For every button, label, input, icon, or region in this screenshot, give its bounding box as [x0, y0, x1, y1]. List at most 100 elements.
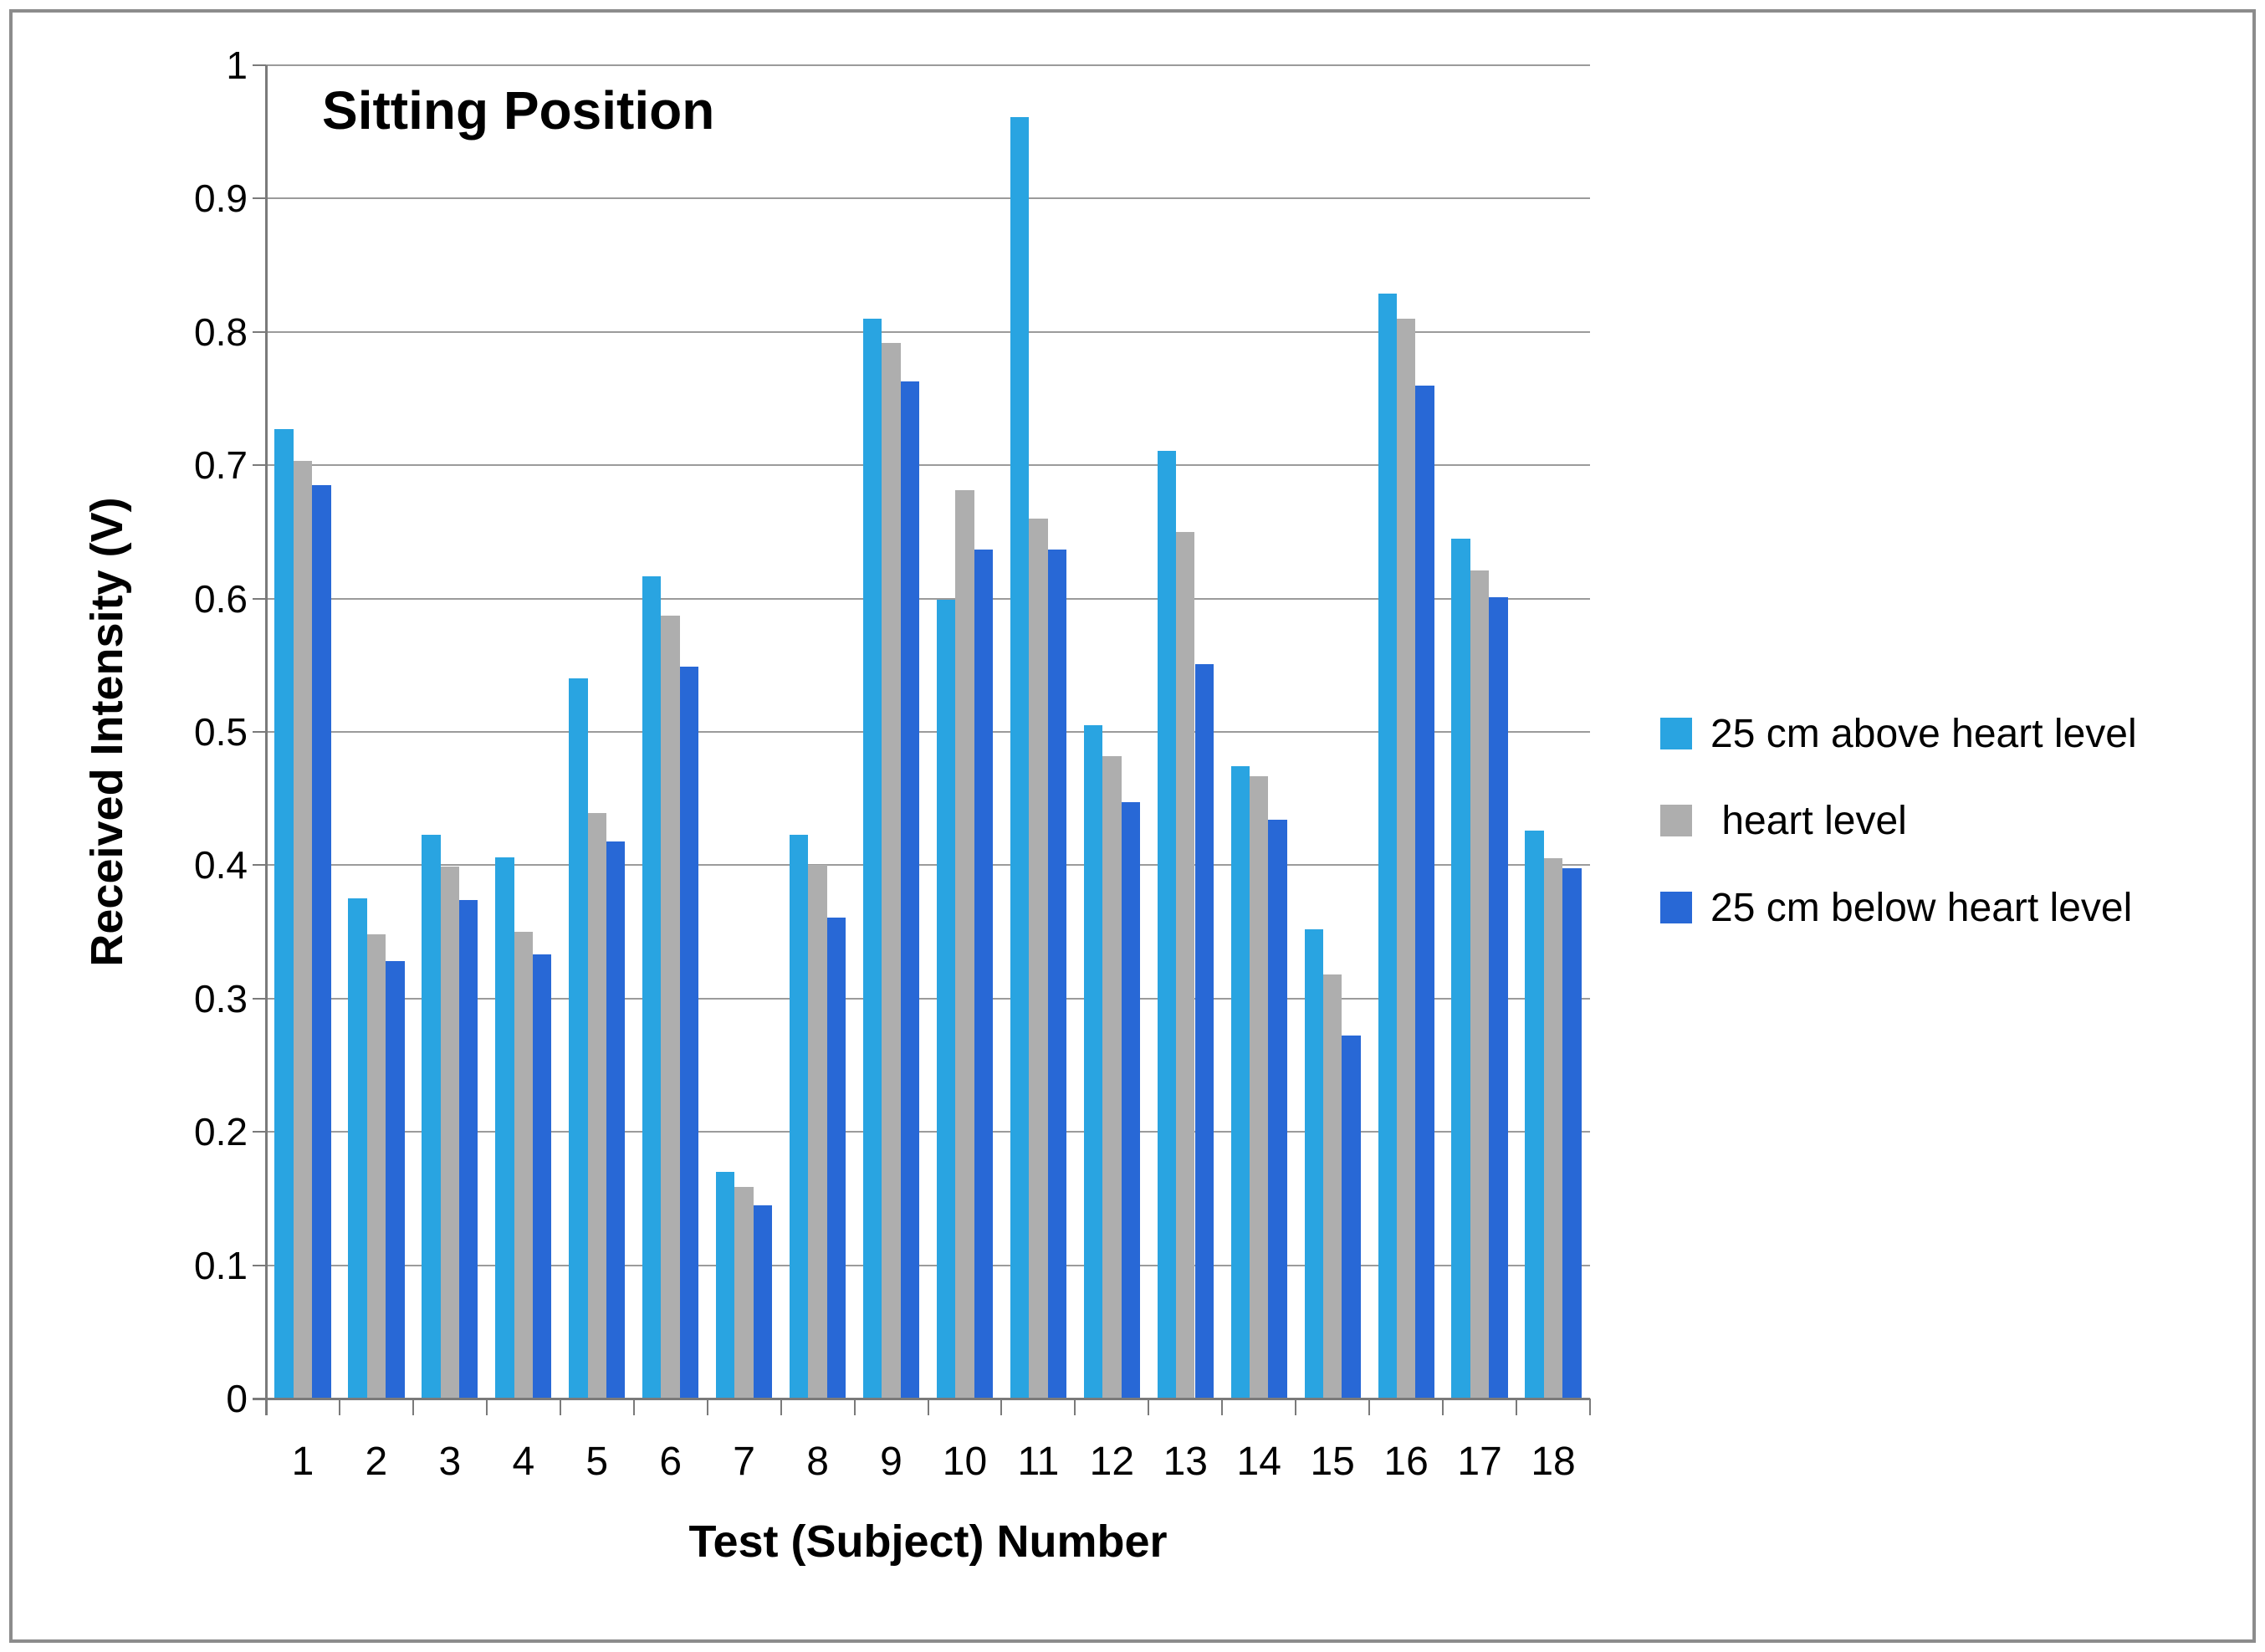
- bar-heart-12: [1102, 755, 1122, 1399]
- bar-heart-9: [882, 342, 901, 1399]
- y-axis-line: [265, 65, 268, 1415]
- y-axis-tick: [253, 330, 266, 333]
- bar-below-14: [1268, 820, 1287, 1399]
- bar-below-6: [679, 666, 699, 1399]
- y-axis-tick: [253, 64, 266, 66]
- bar-below-18: [1562, 867, 1582, 1399]
- y-tick-label: 0.7: [194, 443, 248, 488]
- x-tick-label: 13: [1163, 1440, 1208, 1484]
- bar-below-1: [312, 485, 331, 1399]
- gridline: [266, 1264, 1590, 1266]
- bar-heart-11: [1029, 518, 1048, 1399]
- x-axis-tick: [1295, 1399, 1297, 1415]
- bar-above-14: [1230, 766, 1250, 1399]
- y-axis-tick: [253, 464, 266, 467]
- x-axis-tick: [1221, 1399, 1224, 1415]
- x-tick-label: 12: [1089, 1440, 1135, 1484]
- bar-heart-13: [1176, 531, 1195, 1399]
- bar-below-7: [753, 1204, 773, 1399]
- y-axis-tick: [253, 731, 266, 733]
- bar-below-3: [459, 899, 478, 1399]
- bar-above-8: [789, 834, 809, 1399]
- bar-above-7: [716, 1172, 735, 1399]
- bar-above-12: [1083, 725, 1103, 1399]
- bar-heart-8: [808, 865, 827, 1399]
- gridline: [266, 64, 1590, 66]
- x-axis-tick: [1442, 1399, 1444, 1415]
- bar-heart-15: [1322, 974, 1342, 1399]
- bar-heart-16: [1396, 318, 1416, 1399]
- legend-swatch-above-heart: [1660, 718, 1692, 749]
- x-tick-label: 4: [512, 1440, 535, 1484]
- gridline: [266, 197, 1590, 200]
- y-tick-label: 0.5: [194, 710, 248, 754]
- bar-heart-10: [955, 490, 974, 1399]
- x-axis-tick: [1074, 1399, 1076, 1415]
- x-tick-label: 11: [1017, 1440, 1060, 1484]
- x-axis-tick: [780, 1399, 782, 1415]
- x-axis-tick: [927, 1399, 929, 1415]
- y-tick-label: 0.9: [194, 176, 248, 221]
- x-axis-line: [253, 1398, 1590, 1400]
- bar-heart-17: [1470, 570, 1490, 1399]
- bar-below-11: [1047, 549, 1066, 1399]
- y-axis-tick: [253, 597, 266, 600]
- x-tick-label: 14: [1236, 1440, 1281, 1484]
- bar-below-16: [1415, 385, 1434, 1399]
- legend-item-above-heart: 25 cm above heart level: [1660, 712, 2137, 756]
- x-tick-label: 17: [1457, 1440, 1502, 1484]
- legend: 25 cm above heart level heart level 25 c…: [1660, 712, 2137, 979]
- x-axis-tick: [1516, 1399, 1518, 1415]
- x-tick-label: 5: [585, 1440, 609, 1484]
- y-axis-tick: [253, 1131, 266, 1133]
- x-tick-label: 8: [806, 1440, 829, 1484]
- y-axis-title: Received Intensity (V): [82, 497, 132, 967]
- x-tick-label: 10: [942, 1440, 988, 1484]
- y-tick-label: 0.4: [194, 843, 248, 887]
- bar-above-3: [422, 834, 441, 1399]
- bar-above-18: [1525, 830, 1544, 1399]
- x-tick-label: 18: [1531, 1440, 1576, 1484]
- x-axis-tick: [1589, 1399, 1591, 1415]
- bar-heart-18: [1543, 858, 1563, 1399]
- x-axis-tick: [706, 1399, 708, 1415]
- bar-above-4: [495, 857, 514, 1399]
- bar-below-2: [386, 961, 405, 1399]
- bar-below-5: [606, 841, 626, 1399]
- y-tick-label: 0.2: [194, 1110, 248, 1154]
- y-axis-tick: [253, 1264, 266, 1266]
- bar-below-13: [1194, 663, 1214, 1399]
- x-axis-tick: [412, 1399, 414, 1415]
- chart-title: Sitting Position: [322, 80, 715, 141]
- y-tick-label: 1: [226, 43, 248, 87]
- x-axis-tick: [265, 1399, 267, 1415]
- gridline: [266, 1131, 1590, 1133]
- bar-heart-2: [366, 934, 386, 1399]
- legend-swatch-below-heart: [1660, 892, 1692, 923]
- x-axis-tick: [632, 1399, 635, 1415]
- y-axis-tick: [253, 997, 266, 1000]
- x-tick-label: 6: [659, 1440, 683, 1484]
- y-axis-tick: [253, 864, 266, 867]
- x-tick-label: 15: [1310, 1440, 1355, 1484]
- y-tick-label: 0.6: [194, 576, 248, 621]
- x-axis-tick: [1368, 1399, 1371, 1415]
- bar-heart-14: [1250, 775, 1269, 1399]
- y-tick-label: 0.3: [194, 976, 248, 1020]
- gridline: [266, 330, 1590, 333]
- bar-below-8: [826, 917, 846, 1399]
- bar-above-16: [1378, 293, 1397, 1399]
- bar-below-15: [1342, 1036, 1361, 1399]
- bar-above-13: [1157, 450, 1177, 1399]
- bar-heart-1: [293, 461, 313, 1399]
- bar-above-11: [1010, 117, 1030, 1399]
- x-tick-label: 3: [438, 1440, 462, 1484]
- x-axis-tick: [338, 1399, 340, 1415]
- bar-above-1: [274, 429, 294, 1399]
- x-axis-tick: [1148, 1399, 1150, 1415]
- legend-label-below-heart: 25 cm below heart level: [1710, 885, 2133, 930]
- bar-below-4: [533, 954, 552, 1399]
- x-axis-tick: [1000, 1399, 1003, 1415]
- y-axis-tick: [253, 197, 266, 200]
